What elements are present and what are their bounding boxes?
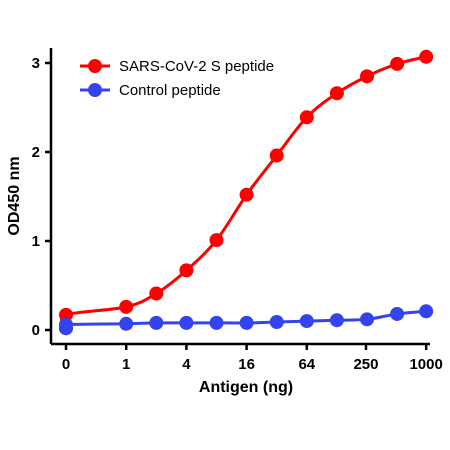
legend-item: SARS-CoV-2 S peptide bbox=[80, 58, 274, 75]
data-point bbox=[239, 187, 254, 202]
data-point bbox=[419, 304, 434, 319]
data-point bbox=[360, 312, 374, 327]
axes: 0 1 2 3 0 1 4 16 64 250 1000 bbox=[32, 48, 443, 373]
x-tick-label: 64 bbox=[298, 356, 315, 373]
data-point bbox=[179, 315, 194, 330]
data-point bbox=[390, 306, 405, 321]
y-tick-label: 1 bbox=[32, 233, 40, 250]
data-point bbox=[419, 49, 434, 64]
legend-marker bbox=[88, 83, 102, 97]
y-tick-label: 0 bbox=[32, 322, 40, 339]
data-point bbox=[269, 148, 284, 163]
series-1 bbox=[59, 49, 434, 336]
x-tick-label: 1 bbox=[122, 356, 130, 373]
x-tick-label: 1000 bbox=[409, 356, 442, 373]
data-point bbox=[119, 316, 134, 331]
legend: SARS-CoV-2 S peptide Control peptide bbox=[80, 58, 274, 99]
y-tick-label: 3 bbox=[32, 55, 40, 72]
data-point bbox=[149, 315, 164, 330]
x-tick-label: 250 bbox=[353, 356, 378, 373]
data-point bbox=[329, 313, 344, 328]
data-point bbox=[209, 315, 224, 330]
x-tick-label: 16 bbox=[238, 356, 255, 373]
data-point bbox=[119, 299, 134, 314]
y-axis-title: OD450 nm bbox=[6, 156, 23, 235]
series-2 bbox=[59, 304, 434, 336]
data-point bbox=[269, 314, 284, 329]
y-tick-label: 2 bbox=[32, 144, 40, 161]
data-point bbox=[299, 314, 314, 329]
series-layer bbox=[59, 49, 434, 336]
data-point bbox=[390, 56, 405, 71]
data-point bbox=[59, 307, 73, 322]
data-point bbox=[329, 86, 344, 101]
x-axis-title: Antigen (ng) bbox=[199, 379, 293, 396]
x-tick-label: 0 bbox=[62, 356, 70, 373]
data-point bbox=[209, 233, 224, 248]
data-point bbox=[299, 110, 314, 125]
data-point bbox=[179, 263, 194, 278]
legend-marker bbox=[88, 59, 102, 73]
legend-label: SARS-CoV-2 S peptide bbox=[119, 58, 274, 75]
legend-label: Control peptide bbox=[119, 82, 221, 99]
legend-item: Control peptide bbox=[80, 82, 221, 99]
data-point bbox=[149, 286, 164, 301]
data-point bbox=[59, 317, 73, 332]
data-point bbox=[239, 315, 254, 330]
x-tick-label: 4 bbox=[182, 356, 191, 373]
data-point bbox=[360, 69, 374, 84]
